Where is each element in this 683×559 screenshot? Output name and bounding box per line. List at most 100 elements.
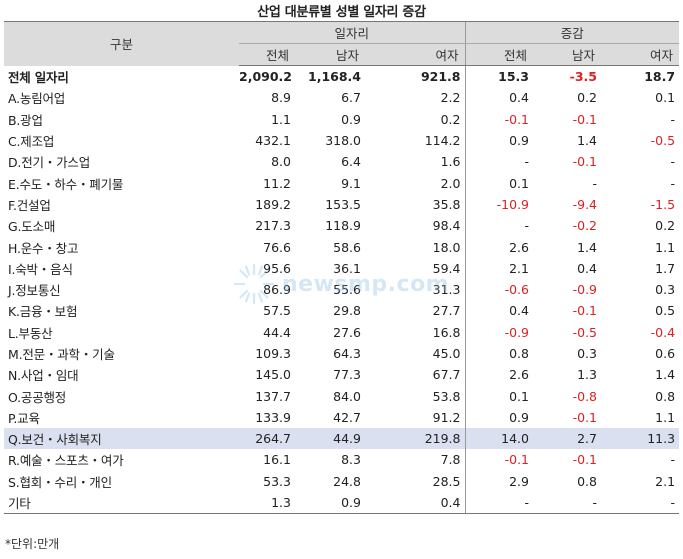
- row-label: H.운수・창고: [8, 240, 79, 256]
- cell-jobs-male: 1,168.4: [308, 69, 361, 85]
- cell-jobs-male: 118.9: [325, 218, 361, 234]
- cell-jobs-female: 98.4: [432, 218, 461, 234]
- cell-jobs-male: 44.9: [295, 428, 365, 450]
- cell-change-total: 0.1: [464, 385, 533, 407]
- cell-jobs-female: 45.0: [432, 346, 461, 361]
- table-row: S.협회・수리・개인 53.3 24.8 28.5 2.9 0.8 2.1: [4, 470, 679, 492]
- cell-jobs-total: 264.7: [239, 428, 295, 450]
- jobs-group-header: 일자리: [239, 21, 465, 44]
- cell-change-total: 0.1: [464, 172, 533, 194]
- cell-jobs-female: 18.0: [432, 239, 461, 255]
- cell-jobs-male: 24.8: [333, 473, 361, 489]
- table-title: 산업 대분류별 성별 일자리 증감: [257, 5, 426, 20]
- cell-jobs-total: 2,090.2: [239, 69, 292, 85]
- cell-jobs-male: 36.1: [333, 260, 361, 276]
- cell-jobs-male: 84.0: [333, 388, 361, 404]
- cell-change-female: 1.1: [655, 409, 676, 425]
- cell-jobs-female: 921.8: [420, 69, 461, 85]
- cell-change-total: -0.9: [464, 321, 533, 343]
- cell-change-female: 0.2: [655, 218, 676, 234]
- cell-change-total: -0.1: [464, 108, 533, 130]
- cell-change-female: -: [670, 111, 676, 127]
- row-label: O.공공행정: [8, 389, 67, 405]
- cell-change-female: 1.1: [655, 239, 676, 255]
- cell-change-male: -0.1: [572, 111, 597, 127]
- row-label: S.협회・수리・개인: [8, 474, 112, 490]
- cell-jobs-female: 114.2: [424, 133, 461, 149]
- cell-change-female: -: [670, 154, 676, 170]
- cell-jobs-female: 2.0: [440, 175, 461, 191]
- cell-change-female: -: [601, 491, 680, 515]
- col-header-change-female: 여자: [601, 43, 680, 66]
- table-row: N.사업・임대 145.0 77.3 67.7 2.6 1.3 1.4: [4, 364, 679, 386]
- cell-change-male: 1.3: [577, 367, 597, 383]
- cell-change-male: 1.4: [577, 133, 597, 149]
- cell-change-female: -: [670, 175, 676, 191]
- cell-change-female: -: [670, 452, 676, 468]
- table-row: F.건설업 189.2 153.5 35.8 -10.9 -9.4 -1.5: [4, 193, 679, 216]
- cell-jobs-male: 27.6: [333, 324, 361, 340]
- cell-change-male: 0.2: [577, 90, 597, 106]
- cell-change-total: 0.4: [464, 87, 533, 109]
- table-row: L.부동산 44.4 27.6 16.8 -0.9 -0.5 -0.4: [4, 321, 679, 343]
- cell-jobs-total: 1.1: [271, 111, 291, 127]
- cell-jobs-female: 7.8: [440, 452, 461, 468]
- row-label: N.사업・임대: [8, 368, 79, 384]
- cell-jobs-male: 6.7: [341, 90, 361, 106]
- row-label: D.전기・가스업: [8, 155, 90, 171]
- cell-change-female: 0.5: [655, 303, 676, 319]
- cell-change-male: -0.5: [572, 324, 597, 340]
- cell-jobs-female: 27.7: [432, 303, 461, 319]
- table-row: 기타 1.3 0.9 0.4- - -: [4, 491, 680, 515]
- employment-table: 구분 일자리 증감 전체 남자 여자 전체 남자 여자 전체 일자리 2,090.…: [4, 21, 680, 515]
- cell-change-male: -0.1: [572, 303, 597, 319]
- cell-change-female: 0.8: [655, 388, 676, 404]
- cell-change-male: 0.8: [577, 473, 597, 489]
- cell-jobs-total: 57.5: [263, 303, 291, 319]
- cell-jobs-female: 31.3: [432, 282, 461, 298]
- cell-jobs-female: 28.5: [432, 473, 461, 489]
- cell-change-female: 18.7: [644, 69, 676, 85]
- cell-change-total: -: [464, 151, 533, 173]
- cell-jobs-total: 86.9: [263, 282, 291, 298]
- cell-jobs-total: 432.1: [255, 133, 291, 149]
- cell-jobs-male: 9.1: [341, 175, 361, 191]
- row-label: 기타: [4, 491, 239, 515]
- cell-jobs-male: 55.6: [333, 282, 361, 298]
- cell-change-male: 0.4: [577, 260, 597, 276]
- table-row: G.도소매 217.3 118.9 98.4- -0.2 0.2: [4, 215, 679, 237]
- cell-change-male: 0.3: [577, 346, 597, 361]
- cell-jobs-total: 137.7: [255, 388, 291, 404]
- cell-change-total: 15.3: [464, 65, 533, 88]
- cell-change-total: 0.9: [464, 406, 533, 429]
- cell-jobs-female: 0.2: [440, 111, 461, 127]
- cell-jobs-total: 217.3: [255, 218, 291, 234]
- cell-change-female: 1.4: [655, 367, 676, 383]
- category-header: 구분: [4, 21, 239, 66]
- cell-jobs-male: 6.4: [341, 154, 361, 170]
- row-label: G.도소매: [8, 219, 56, 235]
- cell-change-male: -3.5: [569, 69, 597, 85]
- row-label: F.건설업: [8, 197, 51, 213]
- cell-change-female: 11.3: [601, 428, 680, 450]
- unit-note: *단위:만개: [5, 537, 60, 551]
- table-row: R.예술・스포츠・여가 16.1 8.3 7.8 -0.1 -0.1-: [4, 449, 679, 471]
- cell-jobs-female: 59.4: [432, 260, 461, 276]
- cell-jobs-total: 44.4: [263, 324, 291, 340]
- table-row: J.정보통신 86.9 55.6 31.3 -0.6 -0.9 0.3: [4, 278, 679, 301]
- cell-change-male: 1.4: [577, 239, 597, 255]
- cell-change-total: -0.6: [464, 278, 533, 301]
- table-row: H.운수・창고 76.6 58.6 18.0 2.6 1.4 1.1: [4, 236, 679, 258]
- cell-jobs-female: 219.8: [365, 428, 465, 450]
- row-label: 전체 일자리: [8, 69, 69, 85]
- cell-jobs-total: 1.3: [239, 491, 295, 515]
- cell-jobs-total: 11.2: [263, 175, 291, 191]
- table-row: B.광업 1.1 0.9 0.2 -0.1 -0.1-: [4, 108, 679, 130]
- cell-change-total: 0.8: [464, 342, 533, 365]
- cell-jobs-male: 58.6: [333, 239, 361, 255]
- cell-jobs-male: 0.9: [341, 111, 361, 127]
- cell-change-male: -: [533, 491, 601, 515]
- cell-jobs-female: 67.7: [432, 367, 461, 383]
- col-header-jobs-total: 전체: [239, 43, 295, 66]
- cell-jobs-total: 8.0: [271, 154, 291, 170]
